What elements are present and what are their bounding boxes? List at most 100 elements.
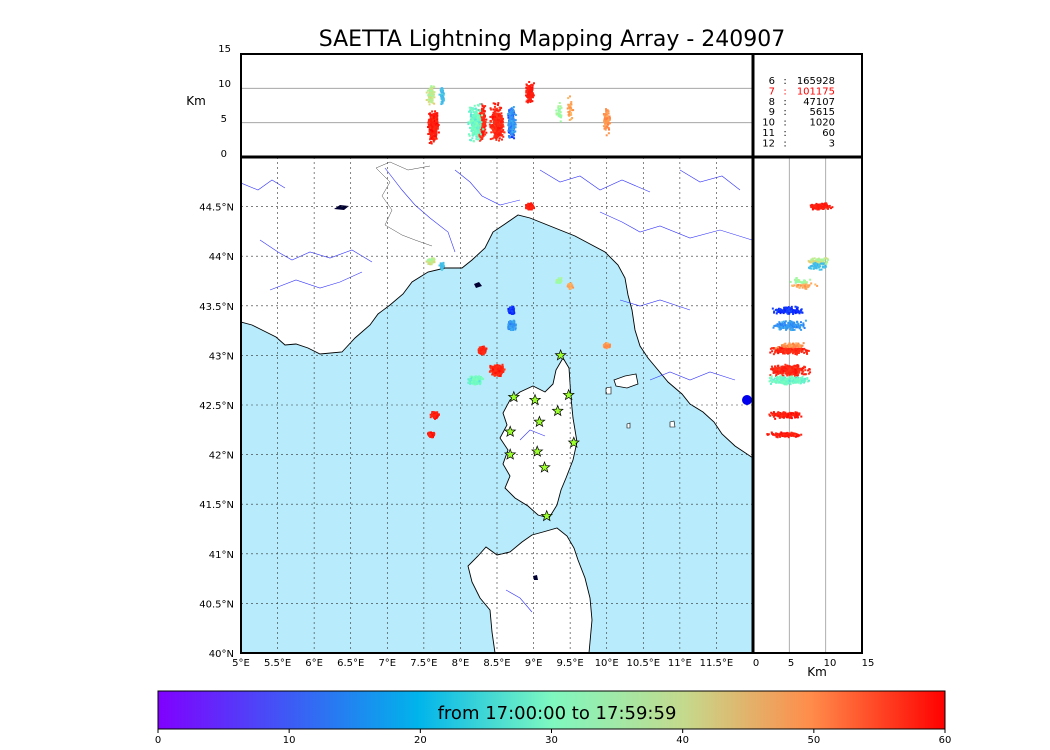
source-point	[482, 378, 485, 381]
source-point-alt-lat	[781, 324, 784, 327]
source-point-lon-alt	[493, 122, 496, 125]
source-point-alt-lat	[784, 308, 787, 311]
source-point	[481, 377, 484, 380]
source-point-lon-alt	[436, 114, 439, 117]
source-point-alt-lat	[806, 349, 809, 352]
source-point-lon-alt	[480, 137, 483, 140]
source-point	[425, 260, 428, 263]
source-point-lon-alt	[607, 110, 610, 113]
source-point	[510, 329, 513, 332]
source-point-alt-lat	[786, 381, 789, 384]
source-point-lon-alt	[511, 111, 514, 114]
source-point-alt-lat	[807, 286, 810, 289]
source-point-alt-lat	[802, 325, 805, 328]
source-point-lon-alt	[482, 116, 485, 119]
source-point-lon-alt	[431, 97, 434, 100]
source-point-lon-alt	[608, 119, 611, 122]
source-point-lon-alt	[568, 110, 571, 113]
source-point-alt-lat	[791, 310, 794, 313]
source-point-alt-lat	[794, 352, 797, 355]
stat-min-stations: 6	[769, 76, 775, 87]
source-point-alt-lat	[803, 381, 806, 384]
source-point-alt-lat	[781, 349, 784, 352]
source-point	[433, 433, 436, 436]
source-point-alt-lat	[792, 369, 795, 372]
source-point-alt-lat	[781, 351, 784, 354]
source-point-alt-lat	[824, 205, 827, 208]
source-point	[570, 285, 573, 288]
source-point-lon-alt	[479, 129, 482, 132]
source-point-lon-alt	[491, 137, 494, 140]
source-point-lon-alt	[434, 119, 437, 122]
source-point-alt-lat	[794, 366, 797, 369]
source-point-alt-lat	[828, 205, 831, 208]
source-point-alt-lat	[818, 205, 821, 208]
source-point-alt-lat	[790, 329, 793, 332]
source-point-alt-lat	[825, 204, 828, 207]
source-point-lon-alt	[435, 112, 438, 115]
source-point-alt-lat	[783, 308, 786, 311]
source-point	[560, 279, 563, 282]
source-point-lon-alt	[433, 137, 436, 140]
source-point-lon-alt	[479, 126, 482, 129]
source-point-alt-lat	[775, 371, 778, 374]
lat-tick-label: 40°N	[209, 649, 234, 660]
source-point-alt-lat	[775, 375, 778, 378]
source-point-lon-alt	[431, 93, 434, 96]
source-point-lon-alt	[567, 110, 570, 113]
source-point-alt-lat	[794, 305, 797, 308]
source-point-lon-alt	[607, 122, 610, 125]
source-point-lon-alt	[508, 136, 511, 139]
source-point	[431, 414, 434, 417]
source-point	[572, 286, 575, 289]
source-point-alt-lat	[796, 380, 799, 383]
source-point-alt-lat	[781, 414, 784, 417]
source-point-alt-lat	[791, 352, 794, 355]
source-point-lon-alt	[440, 95, 443, 98]
source-point	[431, 257, 434, 260]
source-point-alt-lat	[780, 372, 783, 375]
source-point-alt-lat	[811, 265, 814, 268]
source-point-alt-lat	[801, 348, 804, 351]
source-point-lon-alt	[528, 80, 531, 83]
source-point-alt-lat	[824, 263, 827, 266]
source-point-alt-lat	[788, 373, 791, 376]
source-point-alt-lat	[781, 322, 784, 325]
source-point-lon-alt	[478, 118, 481, 121]
source-point-alt-lat	[780, 369, 783, 372]
source-point-alt-lat	[794, 309, 797, 312]
source-point-alt-lat	[795, 324, 798, 327]
source-point-lon-alt	[476, 122, 479, 125]
source-point-lon-alt	[513, 137, 516, 140]
source-point-alt-lat	[780, 414, 783, 417]
source-point-lon-alt	[469, 120, 472, 123]
source-point-alt-lat	[776, 412, 779, 415]
source-point-lon-alt	[431, 130, 434, 133]
source-point-alt-lat	[789, 416, 792, 419]
source-point-alt-lat	[813, 265, 816, 268]
source-point-lon-alt	[428, 123, 431, 126]
source-point-lon-alt	[429, 127, 432, 130]
source-point-alt-lat	[788, 312, 791, 315]
source-point-lon-alt	[477, 128, 480, 131]
source-point-lon-alt	[513, 112, 516, 115]
source-point-alt-lat	[805, 281, 808, 284]
source-point-lon-alt	[605, 121, 608, 124]
source-point-lon-alt	[470, 108, 473, 111]
source-point-alt-lat	[792, 346, 795, 349]
source-point-lon-alt	[477, 114, 480, 117]
source-point-lon-alt	[472, 115, 475, 118]
source-point-alt-lat	[788, 415, 791, 418]
source-point	[471, 382, 474, 385]
source-point-lon-alt	[434, 112, 437, 115]
source-point-alt-lat	[782, 382, 785, 385]
source-point-lon-alt	[470, 123, 473, 126]
source-point-lon-alt	[507, 124, 510, 127]
lat-tick-label: 44°N	[209, 252, 234, 263]
source-point-lon-alt	[429, 112, 432, 115]
source-point-alt-lat	[817, 204, 820, 207]
source-point-alt-lat	[778, 326, 781, 329]
source-point	[490, 370, 493, 373]
source-point-alt-lat	[774, 324, 777, 327]
source-point-lon-alt	[476, 108, 479, 111]
